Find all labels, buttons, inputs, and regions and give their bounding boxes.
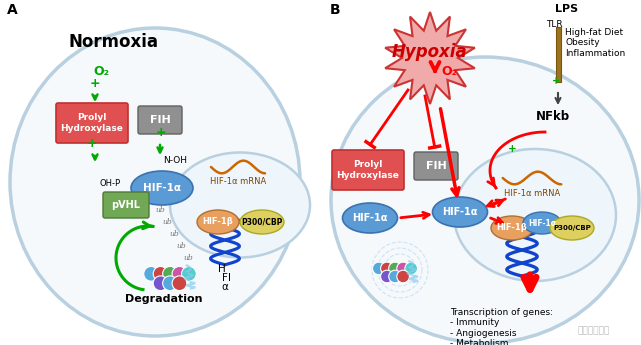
Text: HIF-1α: HIF-1α (353, 213, 388, 223)
Text: ub: ub (155, 206, 165, 214)
Text: HIF-1β: HIF-1β (203, 217, 233, 227)
Ellipse shape (433, 197, 488, 227)
Text: HIF-1α mRNA: HIF-1α mRNA (504, 188, 560, 197)
Text: NFkb: NFkb (536, 110, 570, 123)
Bar (556, 27, 561, 82)
Text: +: + (552, 76, 560, 86)
Ellipse shape (550, 216, 594, 240)
Text: O₂: O₂ (441, 65, 457, 78)
Circle shape (181, 266, 196, 281)
Ellipse shape (454, 149, 616, 281)
Text: Prolyl
Hydroxylase: Prolyl Hydroxylase (60, 113, 124, 133)
Text: Degradation: Degradation (125, 294, 203, 304)
Text: +: + (90, 77, 101, 90)
Text: ub: ub (169, 230, 179, 238)
Ellipse shape (197, 210, 239, 234)
Text: Normoxia: Normoxia (68, 33, 158, 51)
Circle shape (163, 276, 178, 290)
Text: HIF-1α: HIF-1α (442, 207, 478, 217)
Text: +: + (156, 126, 167, 139)
Circle shape (144, 266, 158, 281)
Circle shape (381, 270, 393, 283)
Text: H: H (218, 264, 226, 274)
Text: Prolyl
Hydroxylase: Prolyl Hydroxylase (337, 160, 399, 180)
Ellipse shape (10, 28, 300, 336)
Circle shape (397, 262, 410, 275)
Ellipse shape (240, 210, 284, 234)
Ellipse shape (491, 216, 533, 240)
Circle shape (163, 266, 178, 281)
Text: N-OH: N-OH (163, 156, 187, 165)
Text: P300/CBP: P300/CBP (553, 225, 591, 231)
Ellipse shape (331, 57, 639, 343)
Text: I: I (228, 273, 231, 283)
Ellipse shape (342, 203, 397, 233)
FancyBboxPatch shape (414, 152, 458, 180)
FancyBboxPatch shape (332, 150, 404, 190)
Text: OH-P: OH-P (100, 179, 121, 188)
Circle shape (153, 266, 168, 281)
Text: ub: ub (176, 242, 186, 250)
Circle shape (397, 270, 410, 283)
Text: O₂: O₂ (93, 65, 109, 78)
FancyBboxPatch shape (138, 106, 182, 134)
Text: +: + (87, 137, 97, 150)
Text: ub: ub (183, 254, 193, 262)
Circle shape (381, 262, 393, 275)
Text: P300/CBP: P300/CBP (241, 217, 283, 227)
Text: FIH: FIH (149, 115, 171, 125)
Text: B: B (330, 3, 340, 17)
Circle shape (388, 262, 401, 275)
Ellipse shape (131, 171, 193, 205)
Ellipse shape (523, 212, 561, 234)
Text: HIF-1β: HIF-1β (497, 224, 528, 233)
Text: HIF-1α: HIF-1α (528, 218, 556, 227)
Text: pVHL: pVHL (112, 200, 140, 210)
Circle shape (388, 270, 401, 283)
Text: ub: ub (162, 218, 172, 226)
Text: FIH: FIH (426, 161, 446, 171)
Text: LPS: LPS (556, 4, 579, 14)
Text: 间充质干细胞: 间充质干细胞 (578, 326, 610, 335)
Text: α: α (221, 282, 228, 292)
Circle shape (172, 266, 187, 281)
Circle shape (405, 262, 417, 275)
Ellipse shape (170, 152, 310, 257)
Circle shape (172, 276, 187, 290)
Circle shape (153, 276, 168, 290)
Text: Transcription of genes:
- Immunity
- Angiogenesis
- Metabolism: Transcription of genes: - Immunity - Ang… (450, 308, 553, 345)
Circle shape (372, 262, 385, 275)
Text: High-fat Diet
Obesity
Inflammation: High-fat Diet Obesity Inflammation (565, 28, 625, 58)
Text: TLR: TLR (546, 20, 563, 29)
Text: Hypoxia: Hypoxia (392, 43, 468, 61)
Text: HIF-1α: HIF-1α (143, 183, 181, 193)
Polygon shape (385, 12, 475, 104)
Text: +: + (508, 144, 517, 154)
Text: HIF-1α mRNA: HIF-1α mRNA (210, 177, 266, 187)
FancyBboxPatch shape (103, 192, 149, 218)
Text: F: F (222, 273, 228, 283)
FancyBboxPatch shape (56, 103, 128, 143)
Text: A: A (7, 3, 18, 17)
